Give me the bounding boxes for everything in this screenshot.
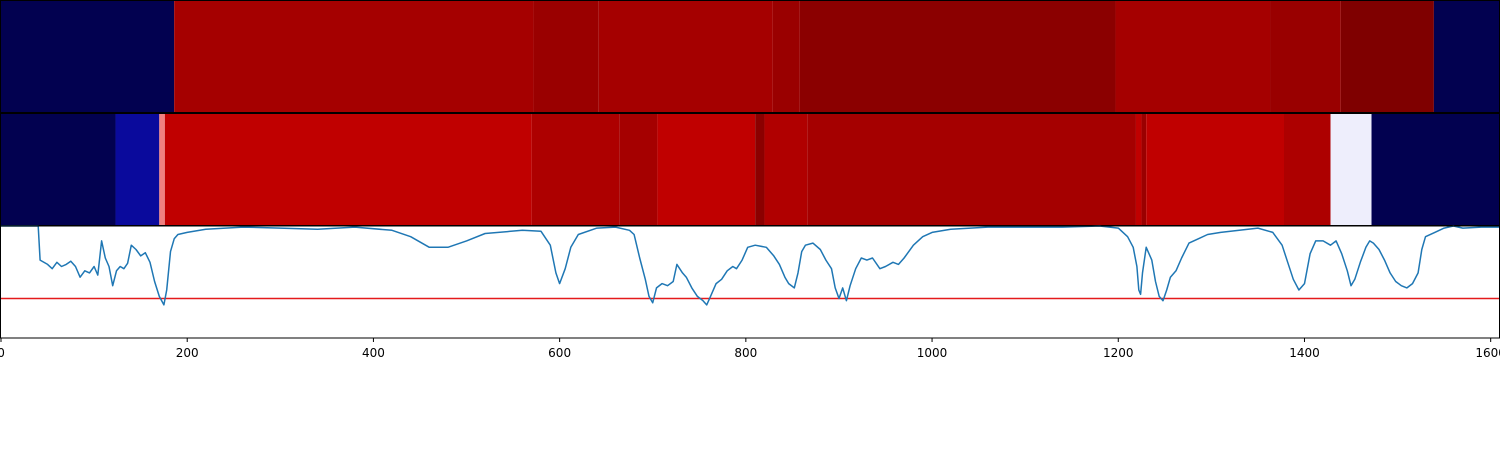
track-2-segment-8 [764, 113, 808, 226]
track-1-segment-3 [598, 0, 773, 113]
track-2-segment-7 [755, 113, 765, 226]
x-tick-label-1400: 1400 [1289, 346, 1320, 360]
heatmap-track-2 [0, 113, 1500, 226]
series-line [1, 225, 1500, 306]
x-tick-label-400: 400 [362, 346, 385, 360]
line-panel [0, 225, 1500, 339]
track-1-segment-7 [1270, 0, 1341, 113]
x-tick-label-1200: 1200 [1103, 346, 1134, 360]
track-1-segment-6 [1115, 0, 1271, 113]
track-2-segment-2 [159, 113, 165, 226]
heatmap-track-1 [0, 0, 1500, 113]
line-panel-background [0, 226, 1500, 338]
track-1-segment-5 [799, 0, 1116, 113]
x-tick-label-1000: 1000 [917, 346, 948, 360]
track-1-segment-0 [1, 0, 175, 113]
track-2-segment-5 [619, 113, 658, 226]
x-tick-label-1600: 1600 [1475, 346, 1500, 360]
track-2-segment-6 [657, 113, 756, 226]
track-1-segment-9 [1433, 0, 1500, 113]
track-1-segment-8 [1340, 0, 1434, 113]
track-2-segment-15 [1371, 113, 1500, 226]
track-2-segment-11 [1141, 113, 1147, 226]
track-2-segment-10 [1135, 113, 1142, 226]
track-1-segment-1 [174, 0, 534, 113]
track-2-segment-13 [1283, 113, 1331, 226]
x-tick-label-600: 600 [548, 346, 571, 360]
track-2-segment-4 [531, 113, 620, 226]
x-axis: 0 200 400 600 800 1000 1200 1400 1600 [0, 338, 1500, 360]
track-2-segment-3 [164, 113, 532, 226]
track-2-segment-1 [115, 113, 160, 226]
track-1-segment-2 [533, 0, 599, 113]
track-2-segment-0 [1, 113, 116, 226]
track-2-segment-12 [1146, 113, 1284, 226]
track-1-segment-4 [772, 0, 800, 113]
x-tick-label-200: 200 [176, 346, 199, 360]
track-2-segment-14 [1330, 113, 1372, 226]
x-tick-label-0: 0 [0, 346, 5, 360]
x-tick-label-800: 800 [734, 346, 757, 360]
track-2-segment-9 [807, 113, 1136, 226]
